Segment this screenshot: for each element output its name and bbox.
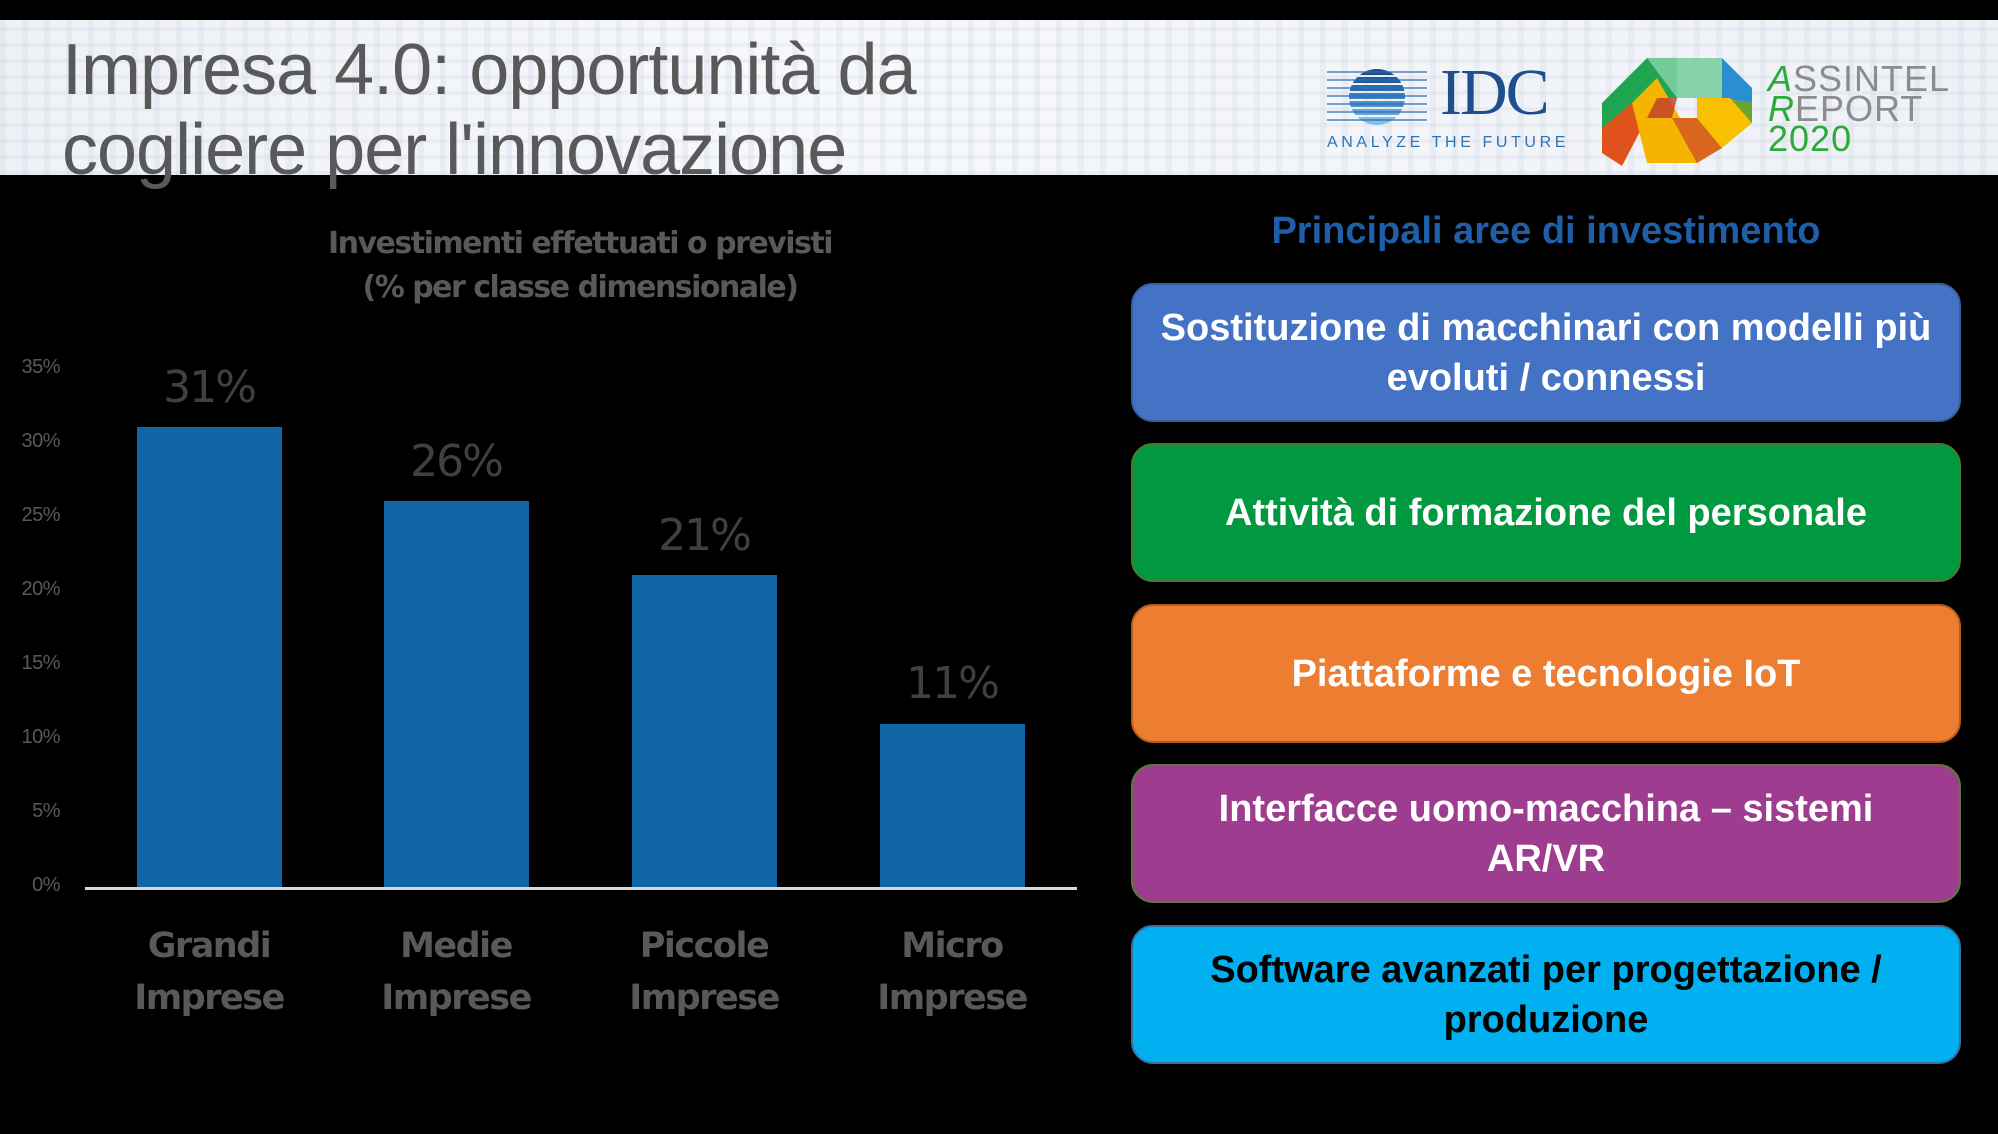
y-tick-5: 5% [32,800,60,822]
area-box-label: Attività di formazione del personale [1225,491,1867,534]
y-tick-30: 30% [21,430,60,452]
assintel-line1-highlight: A [1768,58,1794,99]
x-label-grandi: Grandi Imprese [109,920,309,1024]
slide-title-line-2: cogliere per l'innovazione [62,110,847,190]
assintel-year: 2020 [1768,118,1853,159]
assintel-wordmark: ASSINTEL REPORT 2020 [1768,61,1950,159]
x-axis-line [85,887,1077,890]
x-label-line: Imprese [134,978,285,1018]
bar-value-label: 21% [658,510,752,561]
area-box-label: Interfacce uomo-macchina – sistemi AR/VR [1218,787,1874,880]
x-label-line: Grandi [147,926,272,966]
idc-logo: IDC ANALYZE THE FUTURE [1325,56,1565,157]
area-box-label: Sostituzione di macchinari con modelli p… [1160,306,1932,399]
x-label-line: Imprese [877,978,1028,1018]
x-label-line: Imprese [381,978,532,1018]
area-box-label: Software avanzati per progettazione / pr… [1210,948,1882,1041]
y-tick-0: 0% [32,874,60,896]
assintel-line1: SSINTEL [1793,58,1951,99]
bar-value-label: 11% [906,658,1000,709]
chart-title-line-2: (% per classe dimensionale) [362,270,799,305]
bar-value-label: 26% [410,436,504,487]
area-box-formazione: Attività di formazione del personale [1131,443,1961,582]
chart-title-line-1: Investimenti effettuati o previsti [327,226,834,261]
y-tick-15: 15% [21,652,60,674]
idc-globe-icon [1327,69,1427,125]
bar-medie-imprese [384,501,529,887]
bar-piccole-imprese [632,575,777,887]
assintel-line2-highlight: R [1768,88,1795,129]
y-tick-10: 10% [21,726,60,748]
x-label-micro: Micro Imprese [852,920,1052,1024]
x-label-line: Piccole [639,926,770,966]
assintel-logo: ASSINTEL REPORT 2020 [1600,58,1980,168]
slide-title-line-1: Impresa 4.0: opportunità da [62,30,917,110]
idc-tagline: ANALYZE THE FUTURE [1327,134,1570,151]
x-label-line: Medie [400,926,513,966]
bar-value-label: 31% [163,362,257,413]
y-tick-25: 25% [21,504,60,526]
assintel-mark-icon [1602,58,1752,166]
y-tick-35: 35% [21,356,60,378]
bar-chart: Investimenti effettuati o previsti (% pe… [0,200,1100,1080]
area-box-macchinari: Sostituzione di macchinari con modelli p… [1131,283,1961,422]
x-label-medie: Medie Imprese [356,920,556,1024]
chart-title: Investimenti effettuati o previsti (% pe… [200,222,960,310]
y-tick-20: 20% [21,578,60,600]
idc-wordmark: IDC [1440,56,1550,129]
areas-title: Principali aree di investimento [1271,210,1821,252]
bar-micro-imprese [880,724,1025,887]
slide-title: Impresa 4.0: opportunità da cogliere per… [62,30,1162,190]
x-label-line: Imprese [629,978,780,1018]
area-box-software: Software avanzati per progettazione / pr… [1131,925,1961,1064]
area-box-ar-vr: Interfacce uomo-macchina – sistemi AR/VR [1131,764,1961,903]
x-label-line: Micro [901,926,1004,966]
area-box-label: Piattaforme e tecnologie IoT [1291,652,1801,695]
x-label-piccole: Piccole Imprese [604,920,804,1024]
bar-grandi-imprese [137,427,282,887]
assintel-line2: EPORT [1795,88,1924,129]
area-box-iot: Piattaforme e tecnologie IoT [1131,604,1961,743]
